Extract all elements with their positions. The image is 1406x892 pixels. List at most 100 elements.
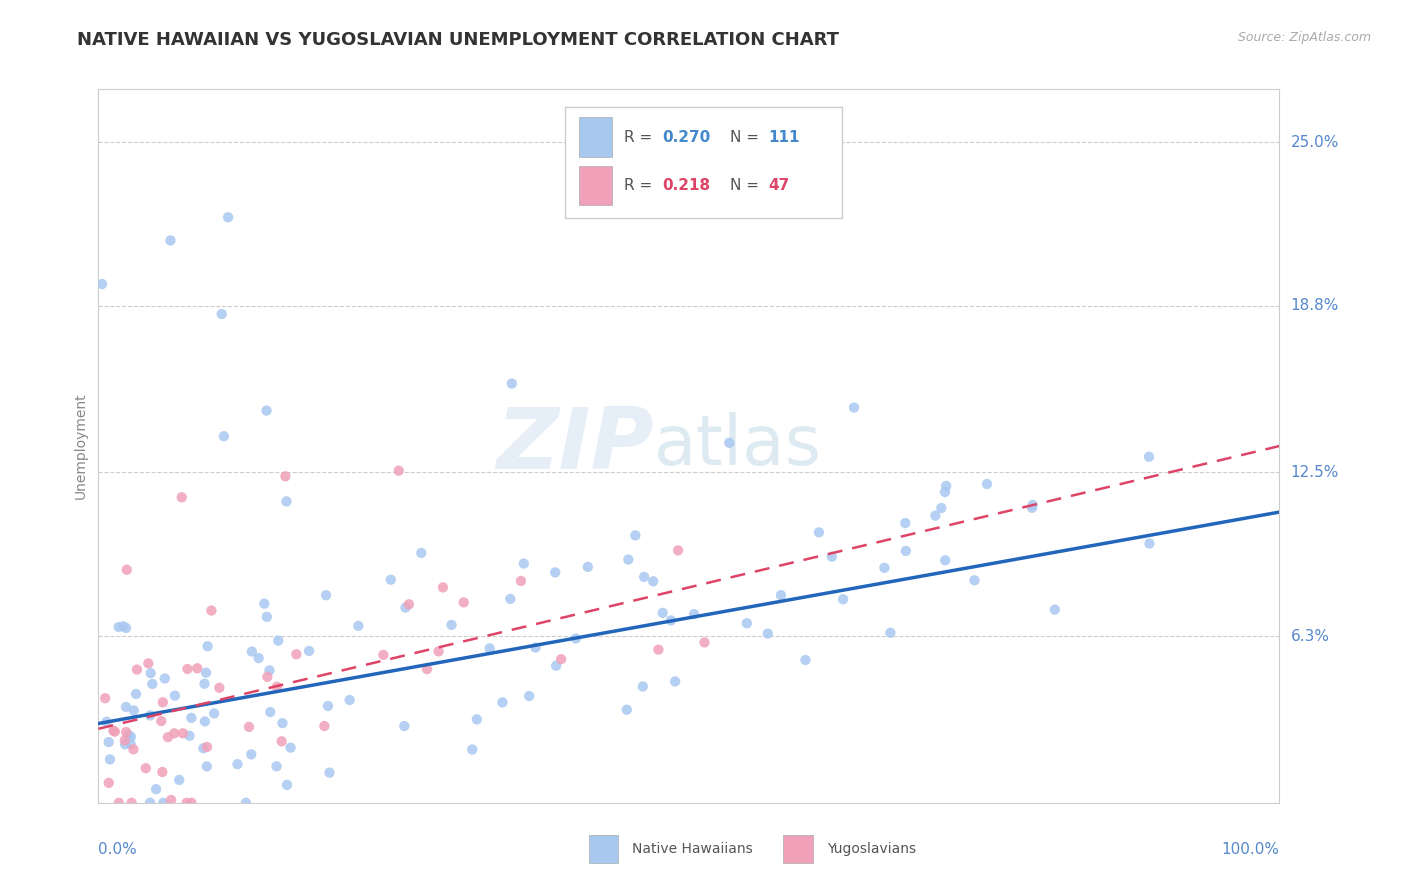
Text: 100.0%: 100.0% xyxy=(1222,842,1279,856)
Point xyxy=(94,691,117,706)
Point xyxy=(114,733,136,747)
Point xyxy=(380,573,402,587)
Point xyxy=(624,528,647,542)
Point xyxy=(280,740,302,755)
Point xyxy=(153,672,176,686)
Point xyxy=(114,738,136,752)
Text: atlas: atlas xyxy=(654,412,821,480)
Point xyxy=(107,620,129,634)
Point xyxy=(115,621,138,635)
Point xyxy=(373,648,395,662)
Point xyxy=(432,581,454,595)
Point xyxy=(274,469,297,483)
Point xyxy=(103,723,125,738)
Point xyxy=(879,625,901,640)
Point xyxy=(259,705,281,719)
Point xyxy=(240,747,263,762)
Point xyxy=(176,796,198,810)
Text: 6.3%: 6.3% xyxy=(1291,629,1330,644)
Point xyxy=(135,761,157,775)
Point xyxy=(510,574,533,588)
Point xyxy=(565,632,588,646)
Point xyxy=(267,633,290,648)
Point xyxy=(235,796,257,810)
Text: R =: R = xyxy=(624,129,657,145)
Point xyxy=(631,680,654,694)
Point xyxy=(195,665,218,680)
Point xyxy=(842,401,865,415)
Point xyxy=(150,714,173,728)
Point xyxy=(314,719,336,733)
Point xyxy=(1043,602,1066,616)
Point xyxy=(211,307,233,321)
Point xyxy=(195,739,218,754)
Text: Yugoslavians: Yugoslavians xyxy=(827,842,917,856)
Point xyxy=(394,719,416,733)
Point xyxy=(98,752,121,766)
Point xyxy=(141,677,163,691)
Point xyxy=(651,606,673,620)
Point xyxy=(616,703,638,717)
Point xyxy=(683,607,706,621)
Point xyxy=(315,588,337,602)
Point xyxy=(316,698,339,713)
FancyBboxPatch shape xyxy=(579,118,612,157)
Point xyxy=(491,695,513,709)
Text: 18.8%: 18.8% xyxy=(1291,299,1339,313)
Point xyxy=(202,706,225,721)
Point xyxy=(929,501,952,516)
Point xyxy=(104,724,127,739)
Point xyxy=(238,720,260,734)
Point xyxy=(517,689,540,703)
Point xyxy=(416,662,439,676)
Point xyxy=(388,464,411,478)
Point xyxy=(170,490,193,504)
Text: 0.270: 0.270 xyxy=(662,129,710,145)
Point xyxy=(108,796,131,810)
Text: N =: N = xyxy=(730,178,763,193)
Point xyxy=(461,742,484,756)
Point xyxy=(664,674,686,689)
Point xyxy=(163,689,186,703)
Point xyxy=(1022,498,1045,512)
Point xyxy=(125,687,148,701)
Point xyxy=(276,778,298,792)
Point xyxy=(617,552,640,566)
Point xyxy=(176,662,198,676)
Point xyxy=(693,635,716,649)
Point xyxy=(398,597,420,611)
Point xyxy=(139,796,162,810)
Point xyxy=(524,640,547,655)
Text: N =: N = xyxy=(730,129,763,145)
Point xyxy=(1139,536,1161,550)
Point xyxy=(550,652,572,666)
Point xyxy=(120,737,142,751)
Point xyxy=(193,741,215,756)
Point xyxy=(208,681,231,695)
Text: 12.5%: 12.5% xyxy=(1291,465,1339,480)
FancyBboxPatch shape xyxy=(565,107,842,218)
Point xyxy=(513,557,536,571)
Point xyxy=(769,588,792,602)
Point xyxy=(924,508,946,523)
Point xyxy=(91,277,114,291)
Point xyxy=(256,610,278,624)
Point xyxy=(115,700,138,714)
Point xyxy=(122,742,145,756)
Point xyxy=(298,644,321,658)
Point xyxy=(217,211,239,225)
Point xyxy=(117,728,139,742)
Text: R =: R = xyxy=(624,178,657,193)
Point xyxy=(934,485,956,500)
Point xyxy=(172,726,194,740)
Point xyxy=(150,764,173,779)
Point xyxy=(240,644,263,658)
Point xyxy=(935,479,957,493)
Point xyxy=(666,543,689,558)
Text: 0.0%: 0.0% xyxy=(98,842,138,856)
Point xyxy=(195,759,218,773)
Point xyxy=(756,626,779,640)
Point xyxy=(832,592,855,607)
Point xyxy=(152,695,174,709)
Point xyxy=(718,435,741,450)
